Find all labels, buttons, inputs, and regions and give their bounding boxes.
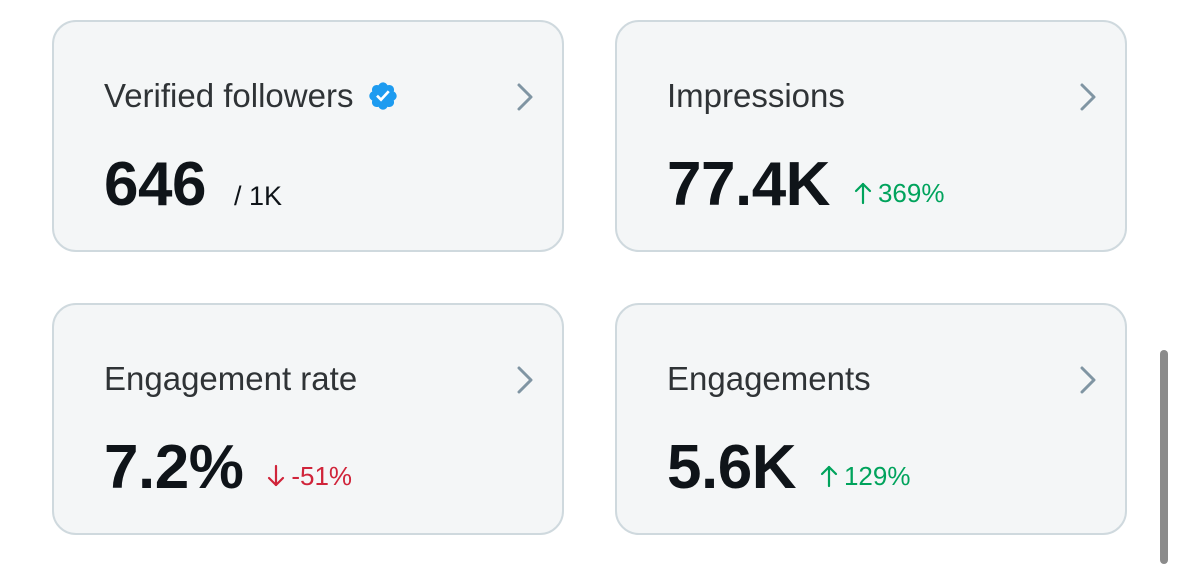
- chevron-right-icon[interactable]: [1077, 82, 1099, 112]
- card-title: Verified followers: [104, 76, 399, 116]
- metric-change-value: -51%: [291, 460, 353, 491]
- metric-change: 369%: [854, 177, 945, 209]
- arrow-up-icon: [854, 181, 872, 205]
- metric-row: 77.4K 369%: [667, 150, 944, 220]
- chevron-right-icon[interactable]: [514, 365, 536, 395]
- verified-badge-icon: [367, 80, 399, 112]
- metric-row: 5.6K 129%: [667, 433, 910, 503]
- impressions-card[interactable]: Impressions 77.4K 369%: [615, 20, 1127, 252]
- card-title-label: Engagements: [667, 360, 871, 397]
- arrow-up-icon: [820, 464, 838, 488]
- metric-row: 7.2% -51%: [104, 433, 352, 503]
- metric-change-value: 129%: [843, 460, 911, 491]
- scrollbar-thumb[interactable]: [1160, 350, 1168, 564]
- chevron-right-icon[interactable]: [1077, 365, 1099, 395]
- metric-change: -51%: [267, 461, 352, 492]
- card-title-label: Impressions: [667, 77, 845, 114]
- metric-value: 7.2%: [104, 433, 244, 502]
- card-title-label: Engagement rate: [104, 360, 358, 397]
- metric-change: 129%: [820, 460, 911, 492]
- metric-value: 5.6K: [667, 433, 796, 502]
- card-title: Engagement rate: [104, 359, 357, 399]
- card-title: Impressions: [667, 76, 845, 116]
- engagement-rate-card[interactable]: Engagement rate 7.2% -51%: [52, 303, 564, 535]
- arrow-down-icon: [267, 464, 285, 488]
- chevron-right-icon[interactable]: [514, 82, 536, 112]
- metric-row: 646 / 1K: [104, 150, 282, 220]
- card-title: Engagements: [667, 359, 871, 399]
- verified-followers-card[interactable]: Verified followers 646 / 1K: [52, 20, 564, 252]
- metric-value: 646: [104, 150, 206, 219]
- metric-value: 77.4K: [667, 150, 830, 219]
- card-title-label: Verified followers: [104, 77, 354, 114]
- engagements-card[interactable]: Engagements 5.6K 129%: [615, 303, 1127, 535]
- metric-change-value: 369%: [877, 177, 945, 208]
- metric-goal: / 1K: [233, 181, 282, 211]
